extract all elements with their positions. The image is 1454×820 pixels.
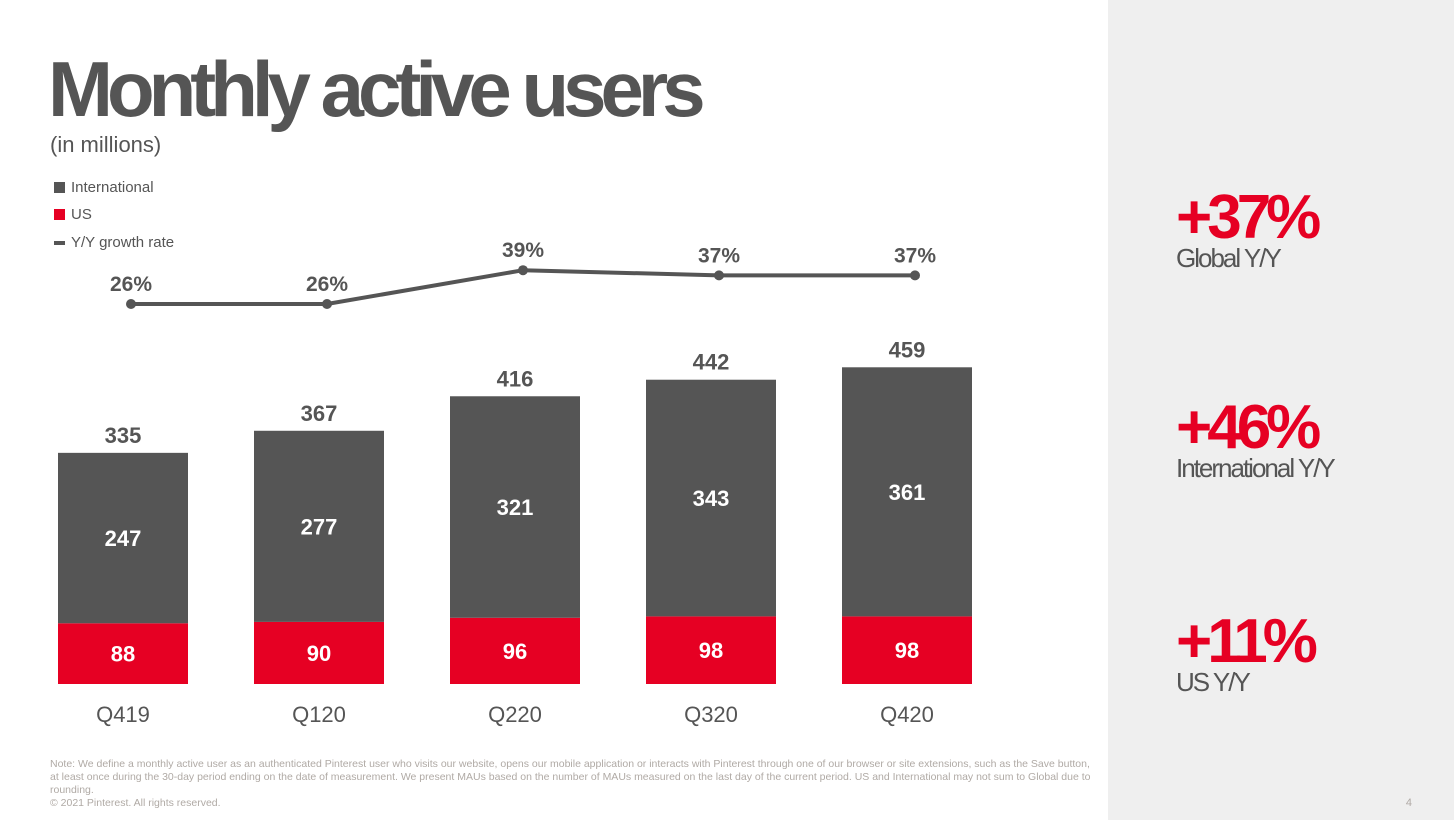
growth-label: 26% — [306, 273, 348, 296]
data-label-total: 367 — [301, 401, 338, 426]
kpi-global: +37% Global Y/Y — [1176, 183, 1321, 273]
growth-label: 37% — [698, 244, 740, 267]
bar-us — [58, 623, 188, 684]
legend-swatch-us — [54, 209, 65, 220]
data-label-total: 459 — [889, 337, 926, 362]
data-label-international: 343 — [693, 486, 730, 511]
kpi-label: US Y/Y — [1176, 667, 1251, 697]
data-label-us: 98 — [699, 638, 723, 663]
kpi-label: Global Y/Y — [1176, 243, 1282, 273]
subtitle: (in millions) — [50, 132, 162, 157]
x-tick-label: Q419 — [96, 702, 150, 727]
data-label-total: 442 — [693, 350, 730, 375]
page-title: Monthly active users — [48, 45, 706, 133]
bar-us — [254, 621, 384, 684]
kpi-value: +46% — [1176, 393, 1321, 462]
data-label-international: 247 — [105, 526, 142, 551]
growth-point — [910, 270, 920, 281]
data-label-us: 90 — [307, 641, 331, 666]
side-panel — [1108, 0, 1454, 820]
kpi-label: International Y/Y — [1176, 453, 1336, 483]
growth-label: 26% — [110, 273, 152, 296]
data-label-total: 335 — [105, 423, 142, 448]
x-tick-label: Q320 — [684, 702, 738, 727]
growth-point — [322, 299, 332, 309]
data-label-international: 277 — [301, 514, 338, 539]
bar-international — [450, 396, 580, 618]
kpi-value: +11% — [1176, 607, 1318, 676]
legend-growth: Y/Y growth rate — [54, 234, 174, 251]
legend-label: International — [71, 179, 154, 196]
growth-label: 37% — [894, 244, 936, 267]
kpi-international: +46% International Y/Y — [1176, 393, 1336, 483]
growth-line — [131, 268, 915, 306]
bar-us — [842, 616, 972, 684]
legend-swatch-growth — [54, 240, 65, 245]
growth-point — [714, 270, 724, 281]
legend-swatch-international — [54, 182, 65, 193]
kpi-value: +37% — [1176, 183, 1321, 252]
growth-point — [126, 299, 136, 309]
growth-label: 39% — [502, 239, 544, 262]
data-label-international: 361 — [889, 480, 926, 505]
bar-us — [646, 616, 776, 684]
copyright: © 2021 Pinterest. All rights reserved. — [50, 797, 221, 809]
x-tick-label: Q420 — [880, 702, 934, 727]
footnote: Note: We define a monthly active user as… — [50, 758, 1100, 810]
note-text: Note: We define a monthly active user as… — [50, 758, 1091, 796]
growth-point — [518, 265, 528, 276]
data-label-us: 96 — [503, 639, 527, 664]
bar-international — [646, 379, 776, 617]
x-tick-label: Q220 — [488, 702, 542, 727]
page-number: 4 — [1405, 797, 1412, 809]
data-label-total: 416 — [497, 366, 534, 391]
kpi-us: +11% US Y/Y — [1176, 607, 1318, 697]
bar-international — [254, 430, 384, 622]
mau-chart: 88 247 335 Q419 90 277 367 Q120 96 321 416 Q220 98 34… — [58, 239, 972, 727]
x-tick-label: Q120 — [292, 702, 346, 727]
legend-label: Y/Y growth rate — [71, 234, 175, 251]
legend-international: International — [54, 179, 154, 196]
data-label-us: 98 — [895, 638, 919, 663]
bar-us — [450, 617, 580, 684]
bar-international — [842, 367, 972, 617]
legend-us: US — [54, 206, 92, 223]
bar-international — [58, 452, 188, 624]
data-label-us: 88 — [111, 642, 135, 667]
legend-label: US — [71, 206, 92, 223]
data-label-international: 321 — [497, 495, 534, 520]
